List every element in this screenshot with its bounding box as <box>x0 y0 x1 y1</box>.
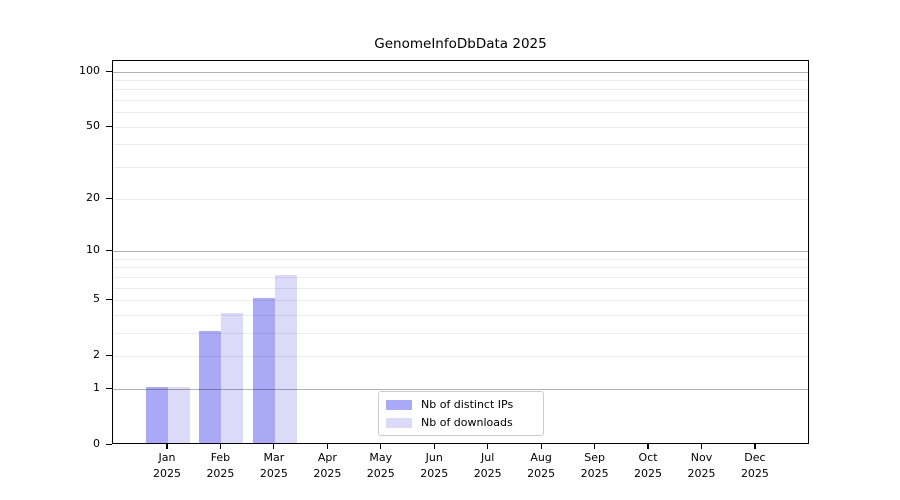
x-tick-label-jul: Jul 2025 <box>473 451 502 480</box>
x-tick-mark-may <box>380 444 382 449</box>
legend-label-downloads: Nb of downloads <box>421 416 513 429</box>
y-tick-label-20: 20 <box>86 190 100 204</box>
y-tick-label-100: 100 <box>79 63 100 77</box>
x-tick-label-jan: Jan 2025 <box>153 451 181 480</box>
bar-downloads-feb <box>221 312 244 443</box>
y-tick-mark-10 <box>106 249 112 252</box>
y-tick-mark-1 <box>106 387 112 390</box>
x-tick-mark-apr <box>326 444 328 449</box>
x-tick-label-sep: Sep 2025 <box>580 451 609 480</box>
legend: Nb of distinct IPs Nb of downloads <box>378 391 544 436</box>
chart-title: GenomeInfoDbData 2025 <box>374 36 547 52</box>
x-tick-mark-jul <box>487 444 489 449</box>
gridline-major-10 <box>113 250 808 252</box>
gridline-minor-70 <box>113 100 808 102</box>
legend-row-distinct-ips: Nb of distinct IPs <box>386 398 535 411</box>
gridline-minor-6 <box>113 287 808 289</box>
gridline-minor-80 <box>113 89 808 91</box>
gridline-minor-40 <box>113 144 808 146</box>
x-tick-label-jun: Jun 2025 <box>420 451 449 480</box>
bar-distinct-ips-mar <box>252 298 275 443</box>
y-tick-mark-20 <box>106 197 112 199</box>
x-tick-mark-dec <box>754 444 756 449</box>
gridline-minor-4 <box>113 314 808 316</box>
y-tick-label-5: 5 <box>93 291 100 305</box>
x-tick-label-feb: Feb 2025 <box>206 451 235 480</box>
x-tick-mark-aug <box>540 444 542 449</box>
y-tick-label-0: 0 <box>93 437 100 450</box>
bar-distinct-ips-feb <box>199 330 222 443</box>
y-tick-label-2: 2 <box>93 348 100 362</box>
bar-distinct-ips-jan <box>146 386 168 443</box>
y-tick-label-10: 10 <box>86 242 100 256</box>
bar-downloads-mar <box>274 274 297 443</box>
x-tick-mark-feb <box>219 444 222 449</box>
bar-downloads-jan <box>168 386 190 443</box>
x-tick-label-apr: Apr 2025 <box>313 451 342 480</box>
legend-label-distinct-ips: Nb of distinct IPs <box>421 398 514 411</box>
y-tick-mark-50 <box>106 125 112 127</box>
x-tick-mark-mar <box>273 444 275 449</box>
gridline-minor-5 <box>113 299 808 301</box>
x-tick-mark-nov <box>700 444 703 449</box>
x-tick-label-dec: Dec 2025 <box>740 451 769 480</box>
x-tick-label-oct: Oct 2025 <box>634 451 663 480</box>
legend-row-downloads: Nb of downloads <box>386 416 535 429</box>
x-tick-label-nov: Nov 2025 <box>687 451 716 480</box>
gridline-minor-7 <box>113 276 808 278</box>
y-tick-mark-100 <box>106 70 112 72</box>
x-tick-mark-jan <box>166 444 168 449</box>
legend-swatch-downloads-icon <box>386 417 412 428</box>
gridline-minor-9 <box>113 258 808 260</box>
gridline-minor-20 <box>113 198 808 200</box>
legend-swatch-distinct-ips-icon <box>386 399 412 410</box>
gridline-minor-8 <box>113 267 808 269</box>
x-tick-label-aug: Aug 2025 <box>527 451 556 480</box>
x-tick-mark-sep <box>594 444 596 449</box>
y-tick-label-50: 50 <box>86 118 100 132</box>
y-tick-label-1: 1 <box>93 380 100 394</box>
x-tick-label-mar: Mar 2025 <box>259 451 288 480</box>
y-tick-mark-0 <box>106 444 112 446</box>
gridline-minor-30 <box>113 167 808 169</box>
x-tick-mark-jun <box>433 444 435 449</box>
x-tick-mark-oct <box>647 444 649 449</box>
gridline-minor-60 <box>113 112 808 114</box>
gridline-minor-90 <box>113 79 808 81</box>
y-tick-mark-2 <box>106 355 112 357</box>
y-tick-mark-5 <box>106 298 112 301</box>
plot-area: Nb of distinct IPs Nb of downloads <box>112 60 809 444</box>
gridline-minor-50 <box>113 126 808 128</box>
x-tick-label-may: May 2025 <box>366 451 395 480</box>
gridline-major-100 <box>113 71 808 73</box>
